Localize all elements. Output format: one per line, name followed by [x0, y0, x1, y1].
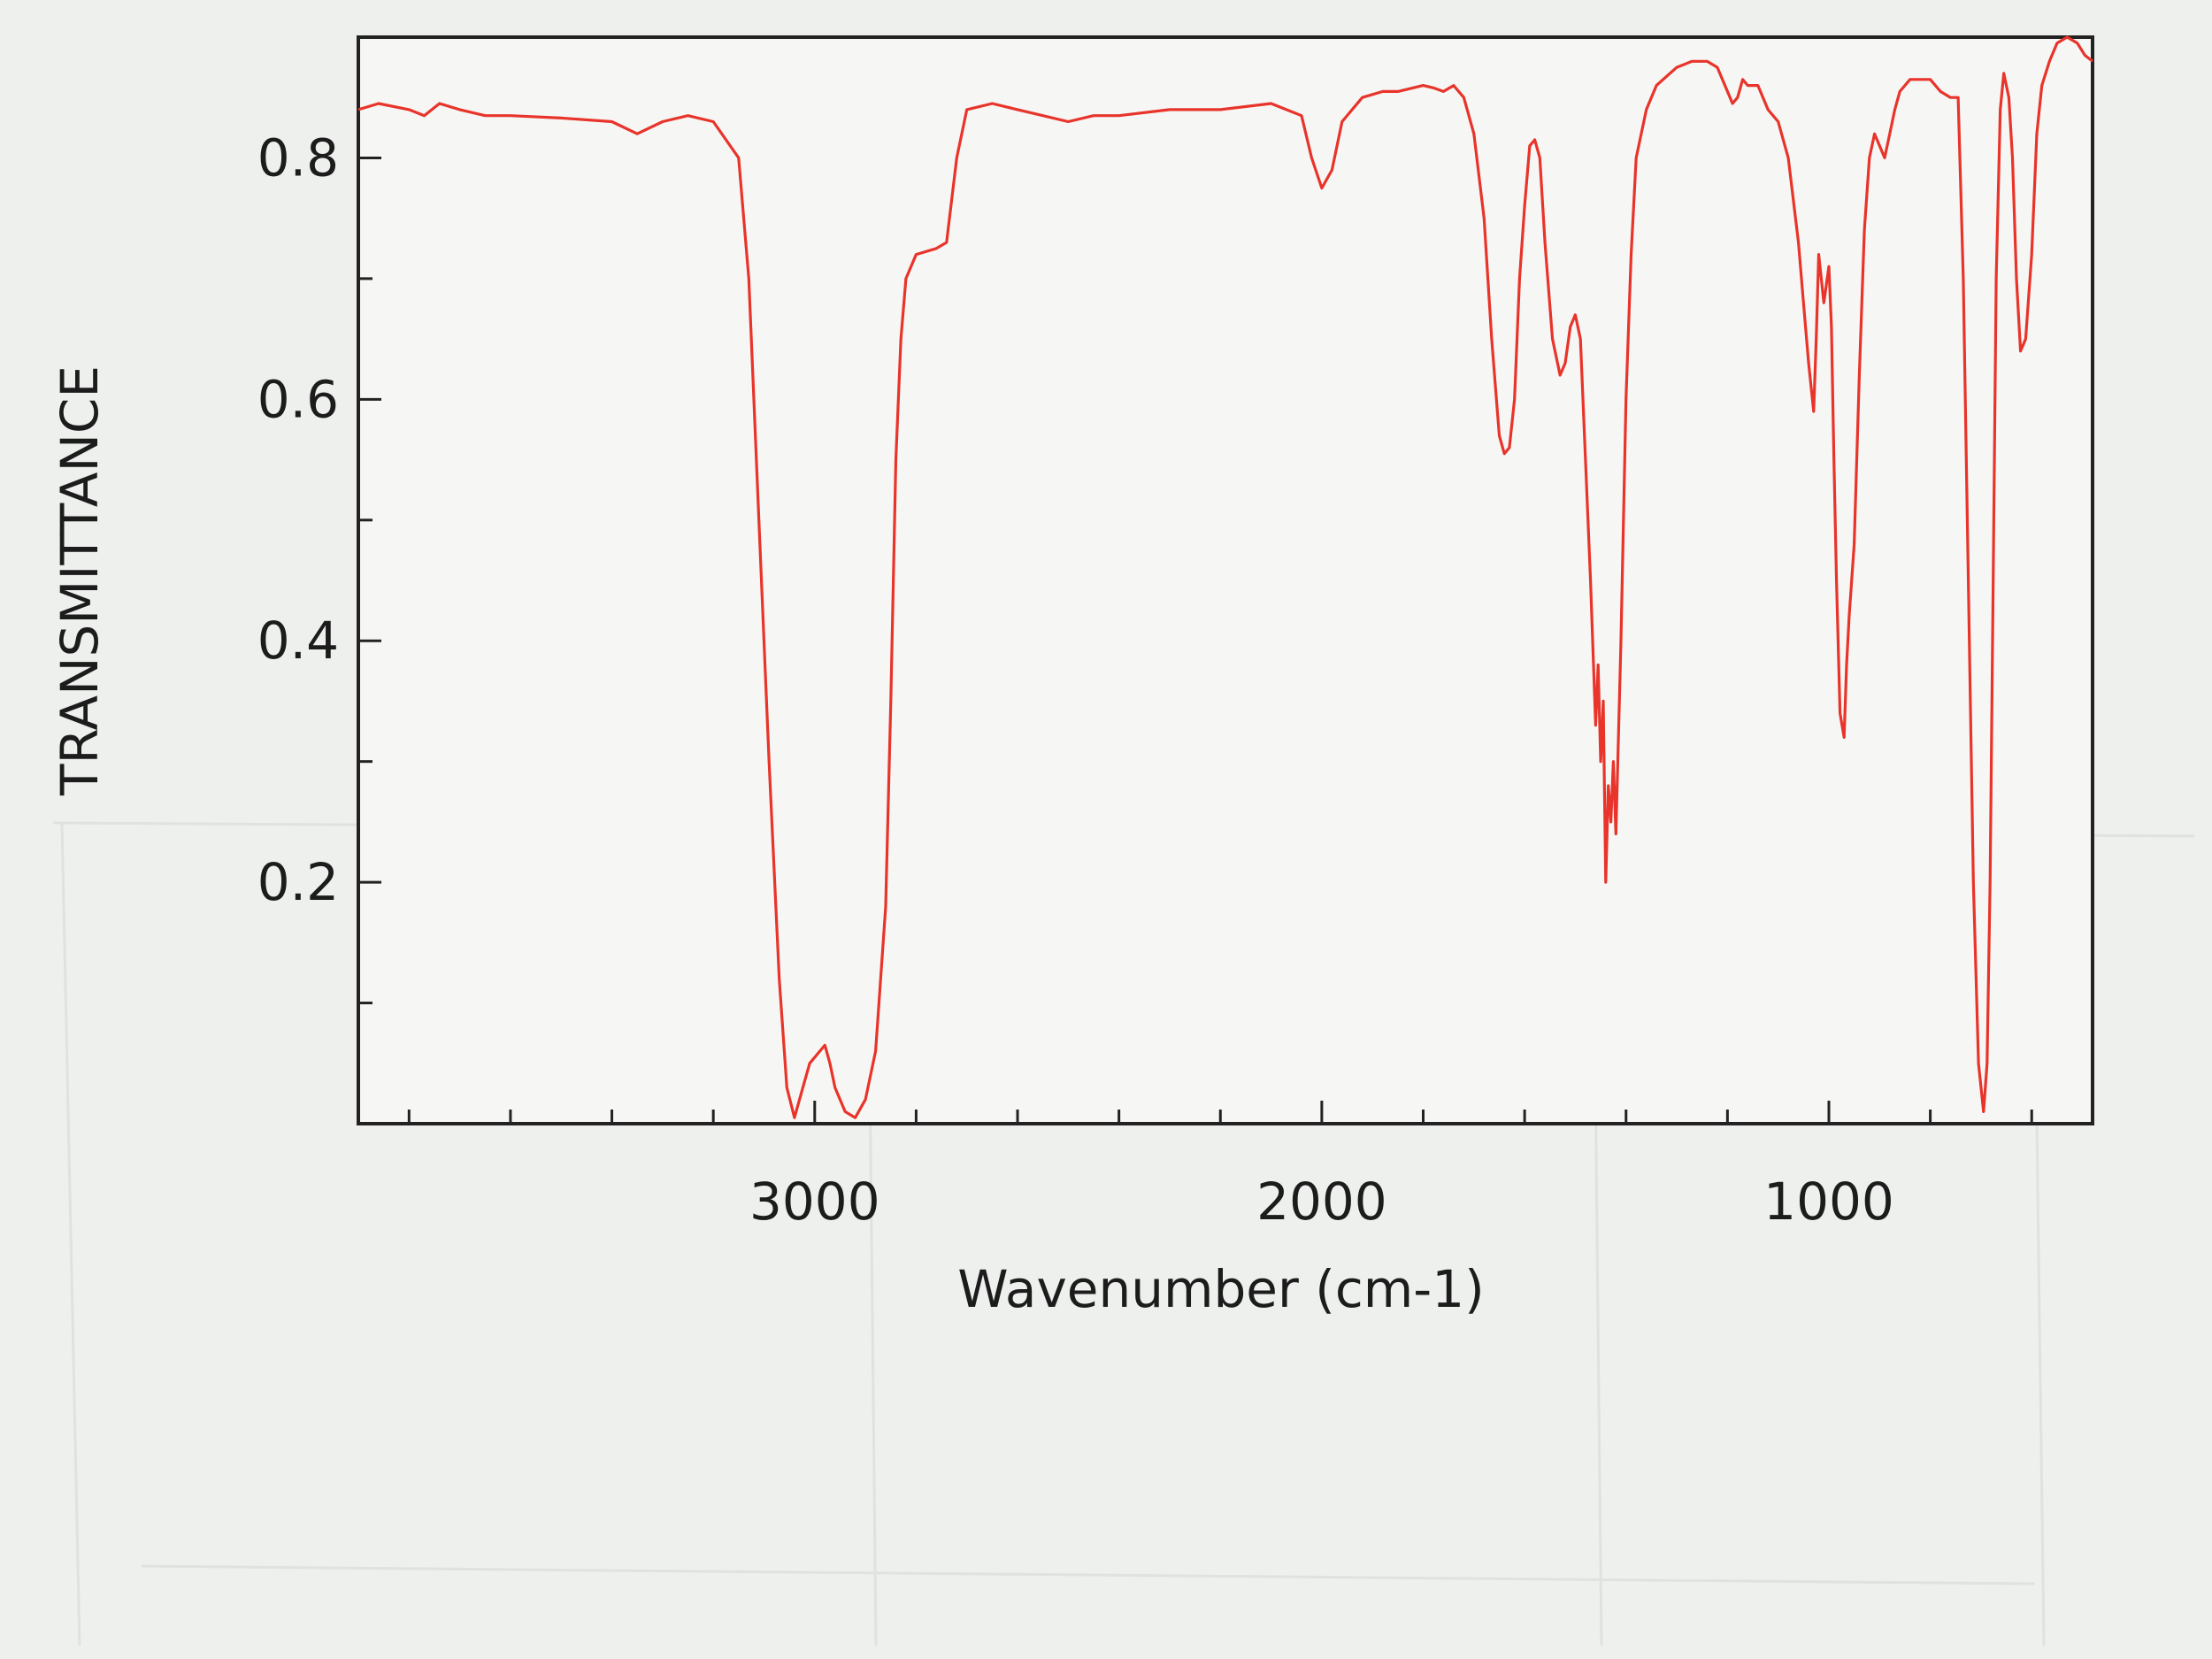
y-axis-title: TRANSMITTANCE: [50, 365, 110, 796]
y-tick-label: 0.4: [257, 611, 339, 671]
x-tick-label: 2000: [1256, 1171, 1387, 1232]
y-axis-ticks: [358, 156, 381, 1005]
y-axis-tick-labels: 0.2 0.4 0.6 0.8: [257, 127, 339, 912]
x-tick-label: 1000: [1763, 1171, 1894, 1232]
y-tick-label: 0.8: [257, 127, 339, 188]
x-axis-title: Wavenumber (cm-1): [957, 1259, 1484, 1319]
y-tick-label: 0.6: [257, 369, 339, 429]
x-tick-label: 3000: [749, 1171, 880, 1232]
y-tick-label: 0.2: [257, 852, 339, 912]
transmittance-series-line: [357, 35, 2093, 1119]
plot-frame: [357, 35, 2094, 1125]
x-axis-tick-labels: 3000 2000 1000: [749, 1171, 1894, 1232]
x-axis-ticks: [407, 1101, 2033, 1124]
